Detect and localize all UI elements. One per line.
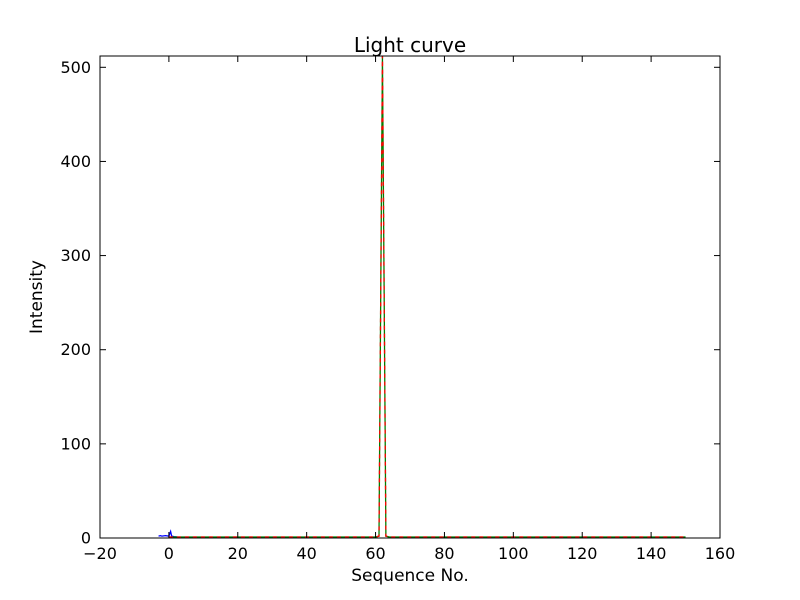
x-tick-label: 120 [567,544,598,563]
y-tick-label: 0 [81,529,91,548]
series-green-line [168,55,686,538]
x-axis-label: Sequence No. [351,566,469,586]
y-tick-label: 200 [60,340,91,359]
x-tick-label: 100 [498,544,529,563]
chart-title: Light curve [353,33,467,57]
y-tick-label: 500 [60,58,91,77]
y-axis-label: Intensity [27,260,47,334]
series-red-dashed-line [168,55,686,538]
x-tick-label: 140 [636,544,667,563]
axes-frame [99,55,721,539]
x-tick-label: 40 [296,544,316,563]
x-tick-label: 60 [365,544,385,563]
x-tick-label: 20 [228,544,248,563]
y-tick-label: 100 [60,434,91,453]
x-tick-label: 160 [705,544,736,563]
y-tick-label: 400 [60,152,91,171]
x-tick-label: 0 [164,544,174,563]
y-tick-label: 300 [60,246,91,265]
x-tick-label: −20 [83,544,117,563]
series-blue-line [158,529,178,538]
x-tick-label: 80 [434,544,454,563]
